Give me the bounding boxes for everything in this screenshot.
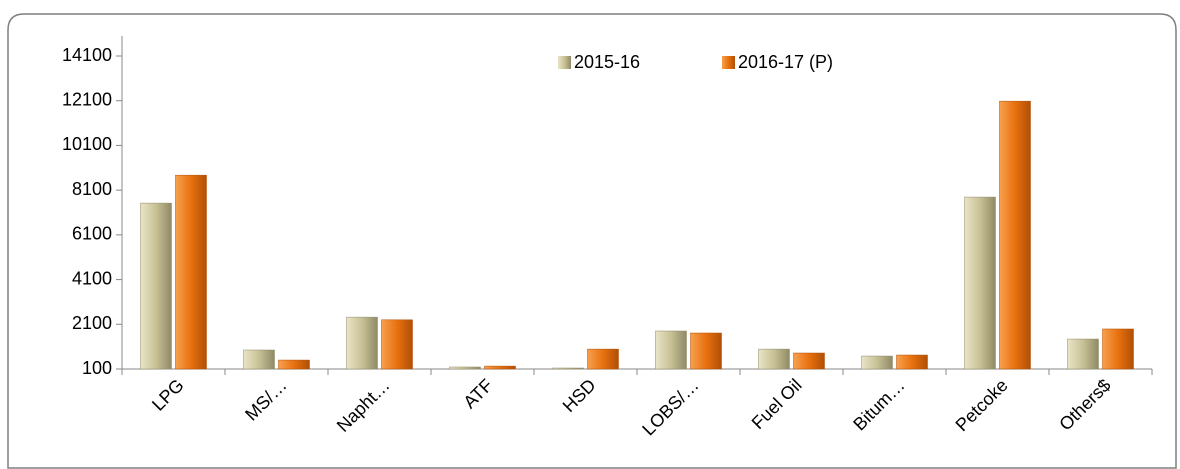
- bar: [793, 352, 825, 370]
- bar: [587, 348, 619, 370]
- legend-label: 2015-16: [574, 52, 640, 72]
- bar: [1067, 338, 1099, 370]
- bar: [484, 365, 516, 370]
- bar: [278, 359, 310, 370]
- bar: [655, 330, 687, 370]
- legend-swatch: [722, 56, 735, 69]
- y-tick-label: 100: [82, 358, 112, 378]
- bar: [552, 367, 584, 370]
- bar: [964, 196, 996, 370]
- bar: [896, 354, 928, 370]
- y-tick-label: 4100: [72, 268, 112, 288]
- bar: [381, 319, 413, 370]
- legend-label: 2016-17 (P): [738, 52, 833, 72]
- bar: [175, 174, 207, 370]
- y-tick-label: 8100: [72, 179, 112, 199]
- bar: [861, 355, 893, 370]
- bar: [999, 100, 1031, 370]
- bar: [1102, 328, 1134, 370]
- legend-swatch: [558, 56, 571, 69]
- bar: [690, 332, 722, 370]
- bar: [449, 366, 481, 370]
- y-tick-label: 2100: [72, 313, 112, 333]
- y-tick-label: 12100: [62, 89, 112, 109]
- y-tick-label: 6100: [72, 224, 112, 244]
- bar: [140, 202, 172, 370]
- chart-frame: [7, 13, 1177, 469]
- y-tick-label: 14100: [62, 45, 112, 65]
- bar: [243, 349, 275, 370]
- bar: [758, 348, 790, 370]
- bar: [346, 316, 378, 370]
- y-tick-label: 10100: [62, 134, 112, 154]
